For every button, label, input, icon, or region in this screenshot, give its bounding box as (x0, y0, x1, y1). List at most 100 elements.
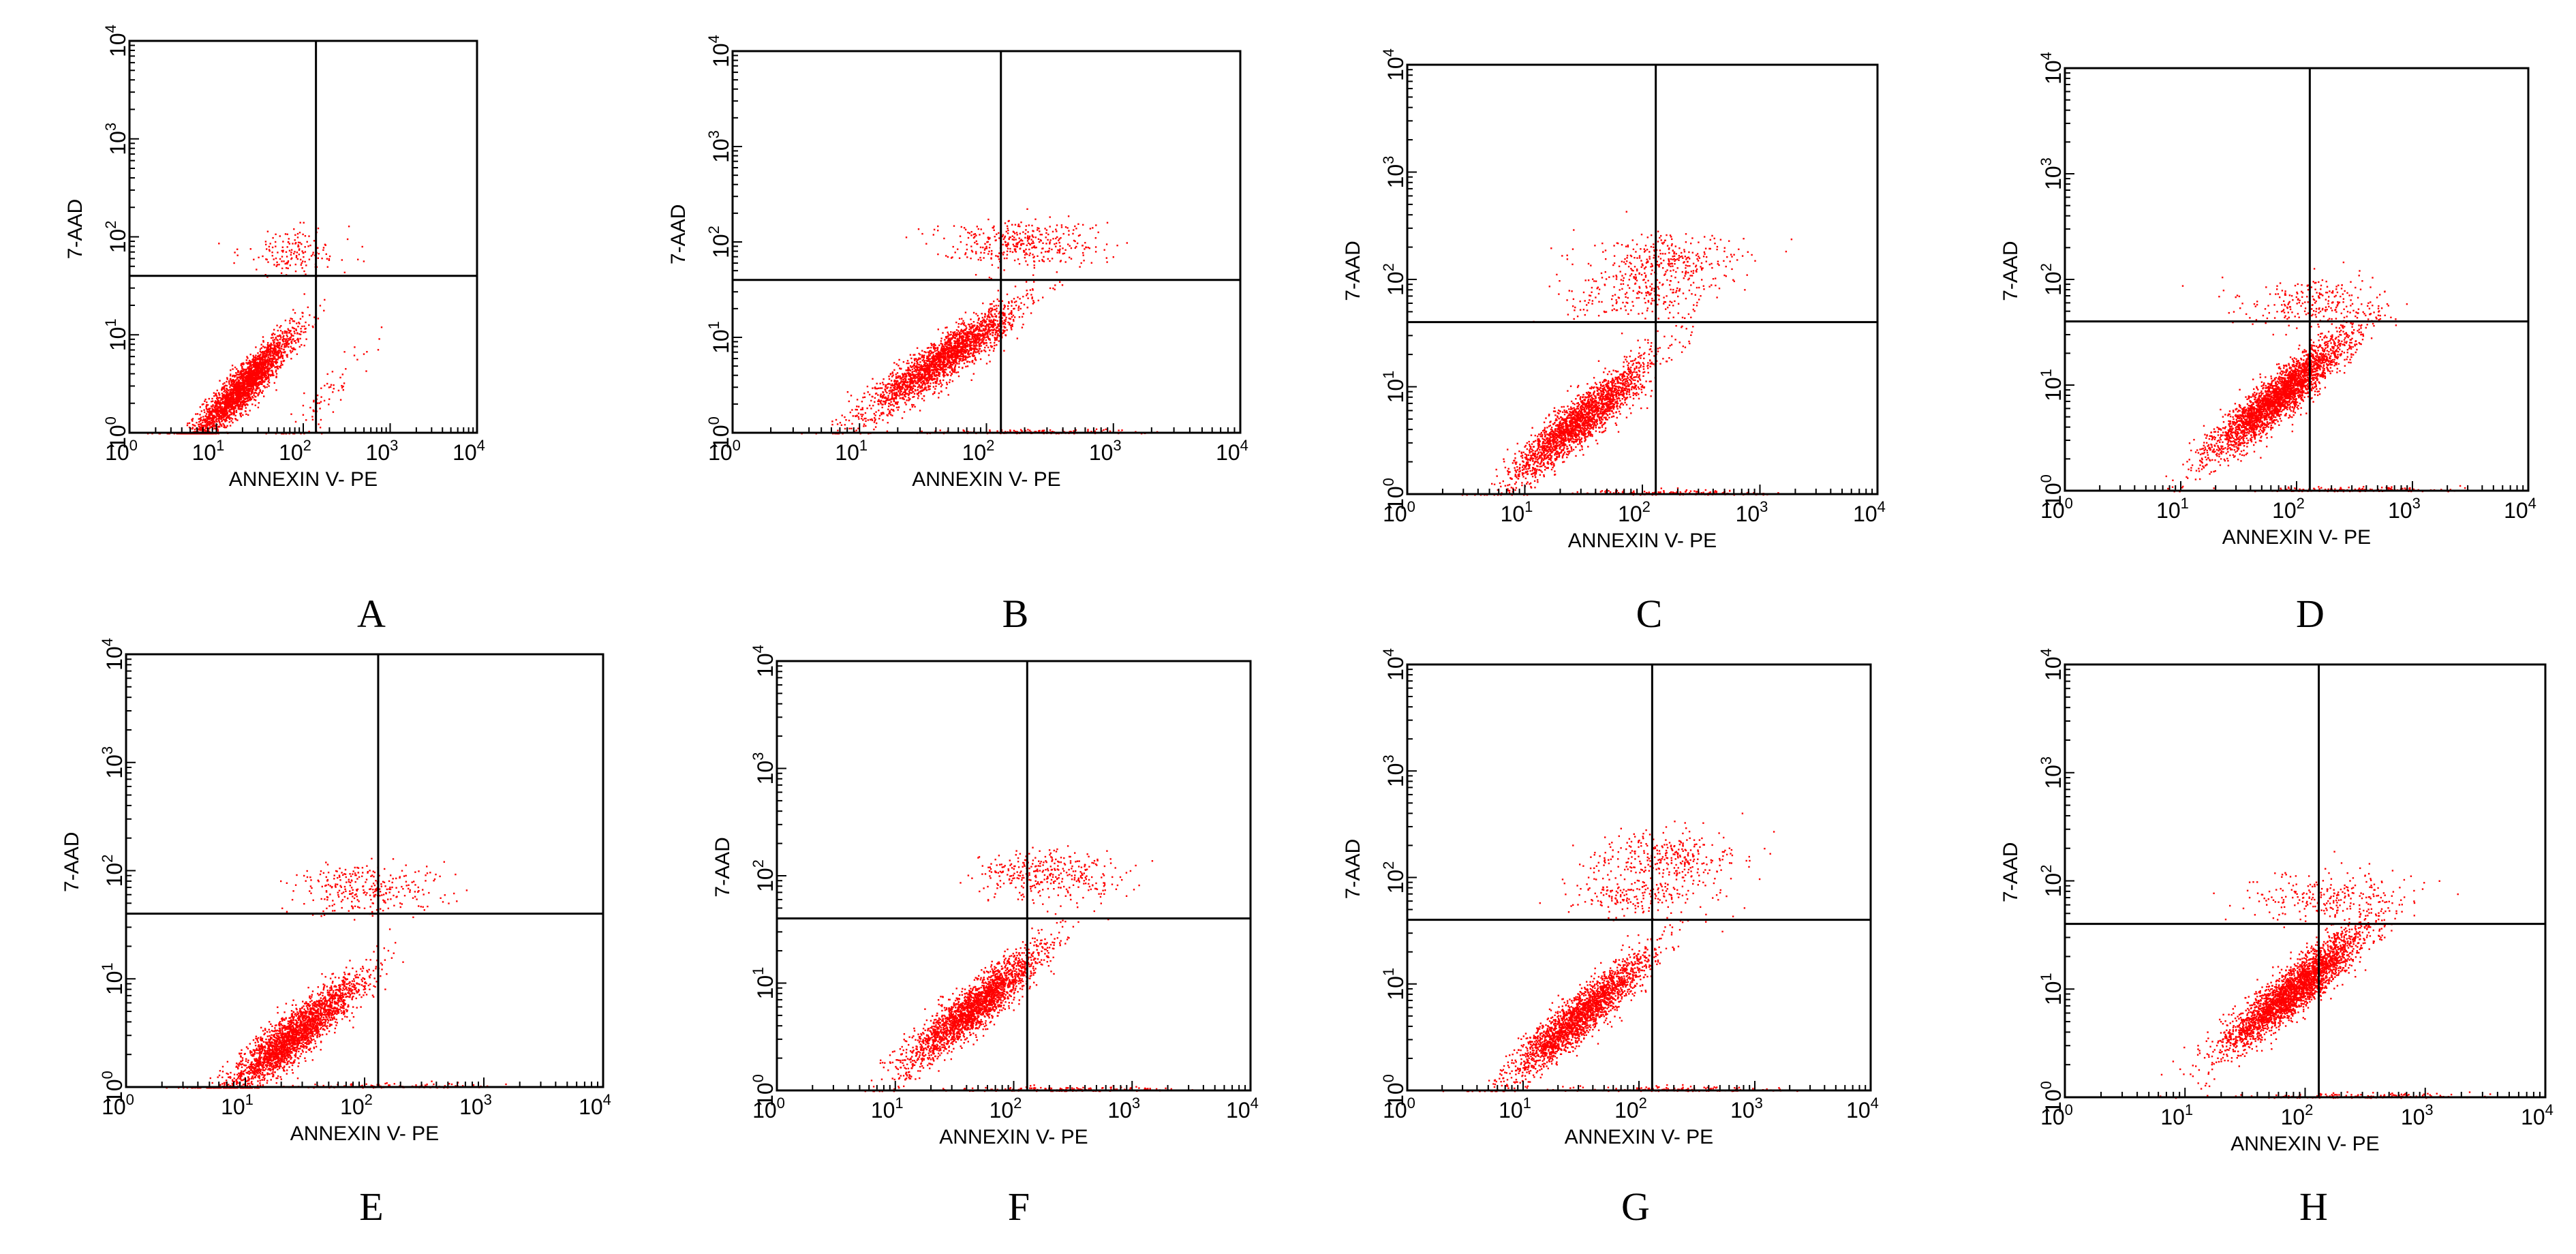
y-tick-label: 101 (102, 318, 130, 351)
event-point (282, 251, 283, 252)
event-point (1013, 315, 1014, 316)
event-point (915, 389, 916, 391)
event-point (921, 365, 923, 367)
event-point (225, 405, 226, 406)
event-point (246, 397, 247, 399)
event-point (272, 237, 273, 239)
event-point (991, 329, 992, 331)
event-point (292, 327, 294, 328)
event-point (255, 375, 256, 376)
event-point (248, 392, 249, 393)
event-point (872, 378, 873, 380)
event-point (266, 371, 267, 372)
event-point (912, 391, 913, 393)
event-point (285, 320, 286, 321)
event-point (948, 333, 949, 335)
event-point (312, 254, 313, 255)
event-point (319, 402, 320, 403)
event-point (257, 352, 258, 354)
event-point (189, 423, 190, 424)
event-point (236, 401, 237, 402)
event-point (865, 420, 866, 422)
event-point (850, 428, 852, 429)
event-point (904, 395, 905, 397)
event-point (232, 365, 233, 366)
event-point (933, 346, 934, 348)
event-point (251, 403, 253, 405)
event-point (894, 386, 895, 387)
event-point (241, 397, 242, 399)
event-point (938, 365, 939, 367)
event-point (225, 399, 226, 400)
event-point (266, 358, 268, 360)
event-point (994, 348, 995, 349)
event-point (962, 350, 963, 352)
event-point (953, 363, 955, 364)
event-point (313, 410, 314, 411)
event-point (894, 388, 895, 390)
event-point (247, 414, 249, 416)
event-point (378, 349, 379, 350)
event-point (912, 406, 913, 408)
event-point (192, 418, 194, 419)
event-point (1033, 281, 1034, 282)
event-point (292, 309, 294, 310)
event-point (885, 384, 887, 386)
event-point (264, 352, 265, 354)
event-point (281, 363, 282, 364)
event-point (282, 339, 283, 341)
event-point (245, 395, 247, 397)
event-point (309, 407, 311, 408)
event-point (260, 365, 262, 367)
event-point (275, 369, 277, 371)
event-point (891, 393, 893, 394)
y-tick-label: 102 (102, 221, 130, 254)
event-point (230, 417, 232, 418)
event-point (343, 351, 345, 352)
event-point (333, 384, 334, 386)
event-point (988, 310, 990, 311)
event-point (219, 422, 220, 423)
event-point (990, 303, 991, 305)
event-point (226, 413, 228, 414)
event-point (279, 326, 280, 328)
event-point (281, 346, 282, 347)
event-point (273, 329, 275, 331)
event-point (953, 340, 955, 341)
event-point (1052, 288, 1054, 289)
event-point (256, 369, 258, 371)
event-point (214, 427, 215, 429)
event-point (234, 386, 235, 388)
event-point (934, 391, 935, 393)
event-point (272, 373, 273, 374)
event-point (275, 245, 276, 247)
event-point (950, 331, 951, 333)
event-point (992, 316, 993, 317)
event-point (288, 268, 289, 269)
event-point (940, 364, 941, 365)
event-point (932, 370, 933, 371)
event-point (216, 421, 217, 423)
event-point (958, 376, 960, 377)
event-point (275, 241, 276, 243)
event-point (258, 407, 259, 408)
event-point (960, 331, 962, 332)
event-point (297, 339, 298, 340)
event-point (226, 425, 228, 427)
event-point (215, 406, 217, 407)
event-point (889, 412, 891, 413)
event-point (236, 393, 238, 395)
event-point (996, 331, 997, 332)
event-point (990, 314, 992, 315)
event-point (241, 416, 242, 417)
event-point (307, 241, 308, 243)
event-point (919, 361, 921, 363)
event-point (873, 429, 874, 430)
event-point (263, 359, 264, 361)
event-point (867, 386, 868, 387)
event-point (301, 250, 303, 251)
event-point (934, 388, 936, 389)
event-point (241, 375, 242, 376)
event-point (303, 222, 305, 224)
event-point (238, 397, 239, 399)
